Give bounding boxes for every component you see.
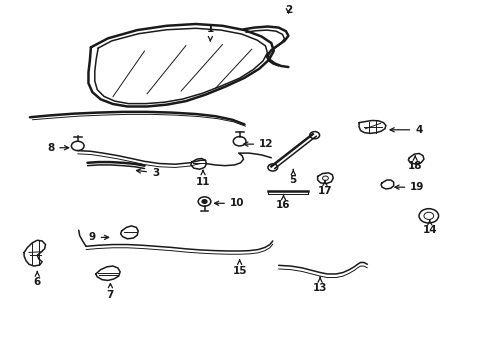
Text: 9: 9 — [88, 232, 108, 242]
Text: 17: 17 — [317, 181, 331, 197]
Text: 12: 12 — [244, 139, 273, 149]
Circle shape — [202, 200, 206, 203]
Text: 6: 6 — [34, 271, 41, 287]
Text: 18: 18 — [407, 156, 422, 171]
Text: 4: 4 — [389, 125, 422, 135]
Text: 19: 19 — [394, 182, 424, 192]
Text: 13: 13 — [312, 277, 326, 293]
Text: 16: 16 — [276, 194, 290, 210]
Text: 2: 2 — [284, 5, 291, 15]
Text: 8: 8 — [47, 143, 68, 153]
Text: 14: 14 — [422, 220, 436, 235]
Text: 5: 5 — [289, 170, 296, 185]
Text: 1: 1 — [206, 24, 214, 41]
Text: 7: 7 — [106, 284, 114, 301]
Text: 10: 10 — [214, 198, 244, 208]
Text: 15: 15 — [232, 260, 246, 276]
Text: 11: 11 — [195, 171, 210, 187]
Text: 3: 3 — [136, 168, 159, 178]
